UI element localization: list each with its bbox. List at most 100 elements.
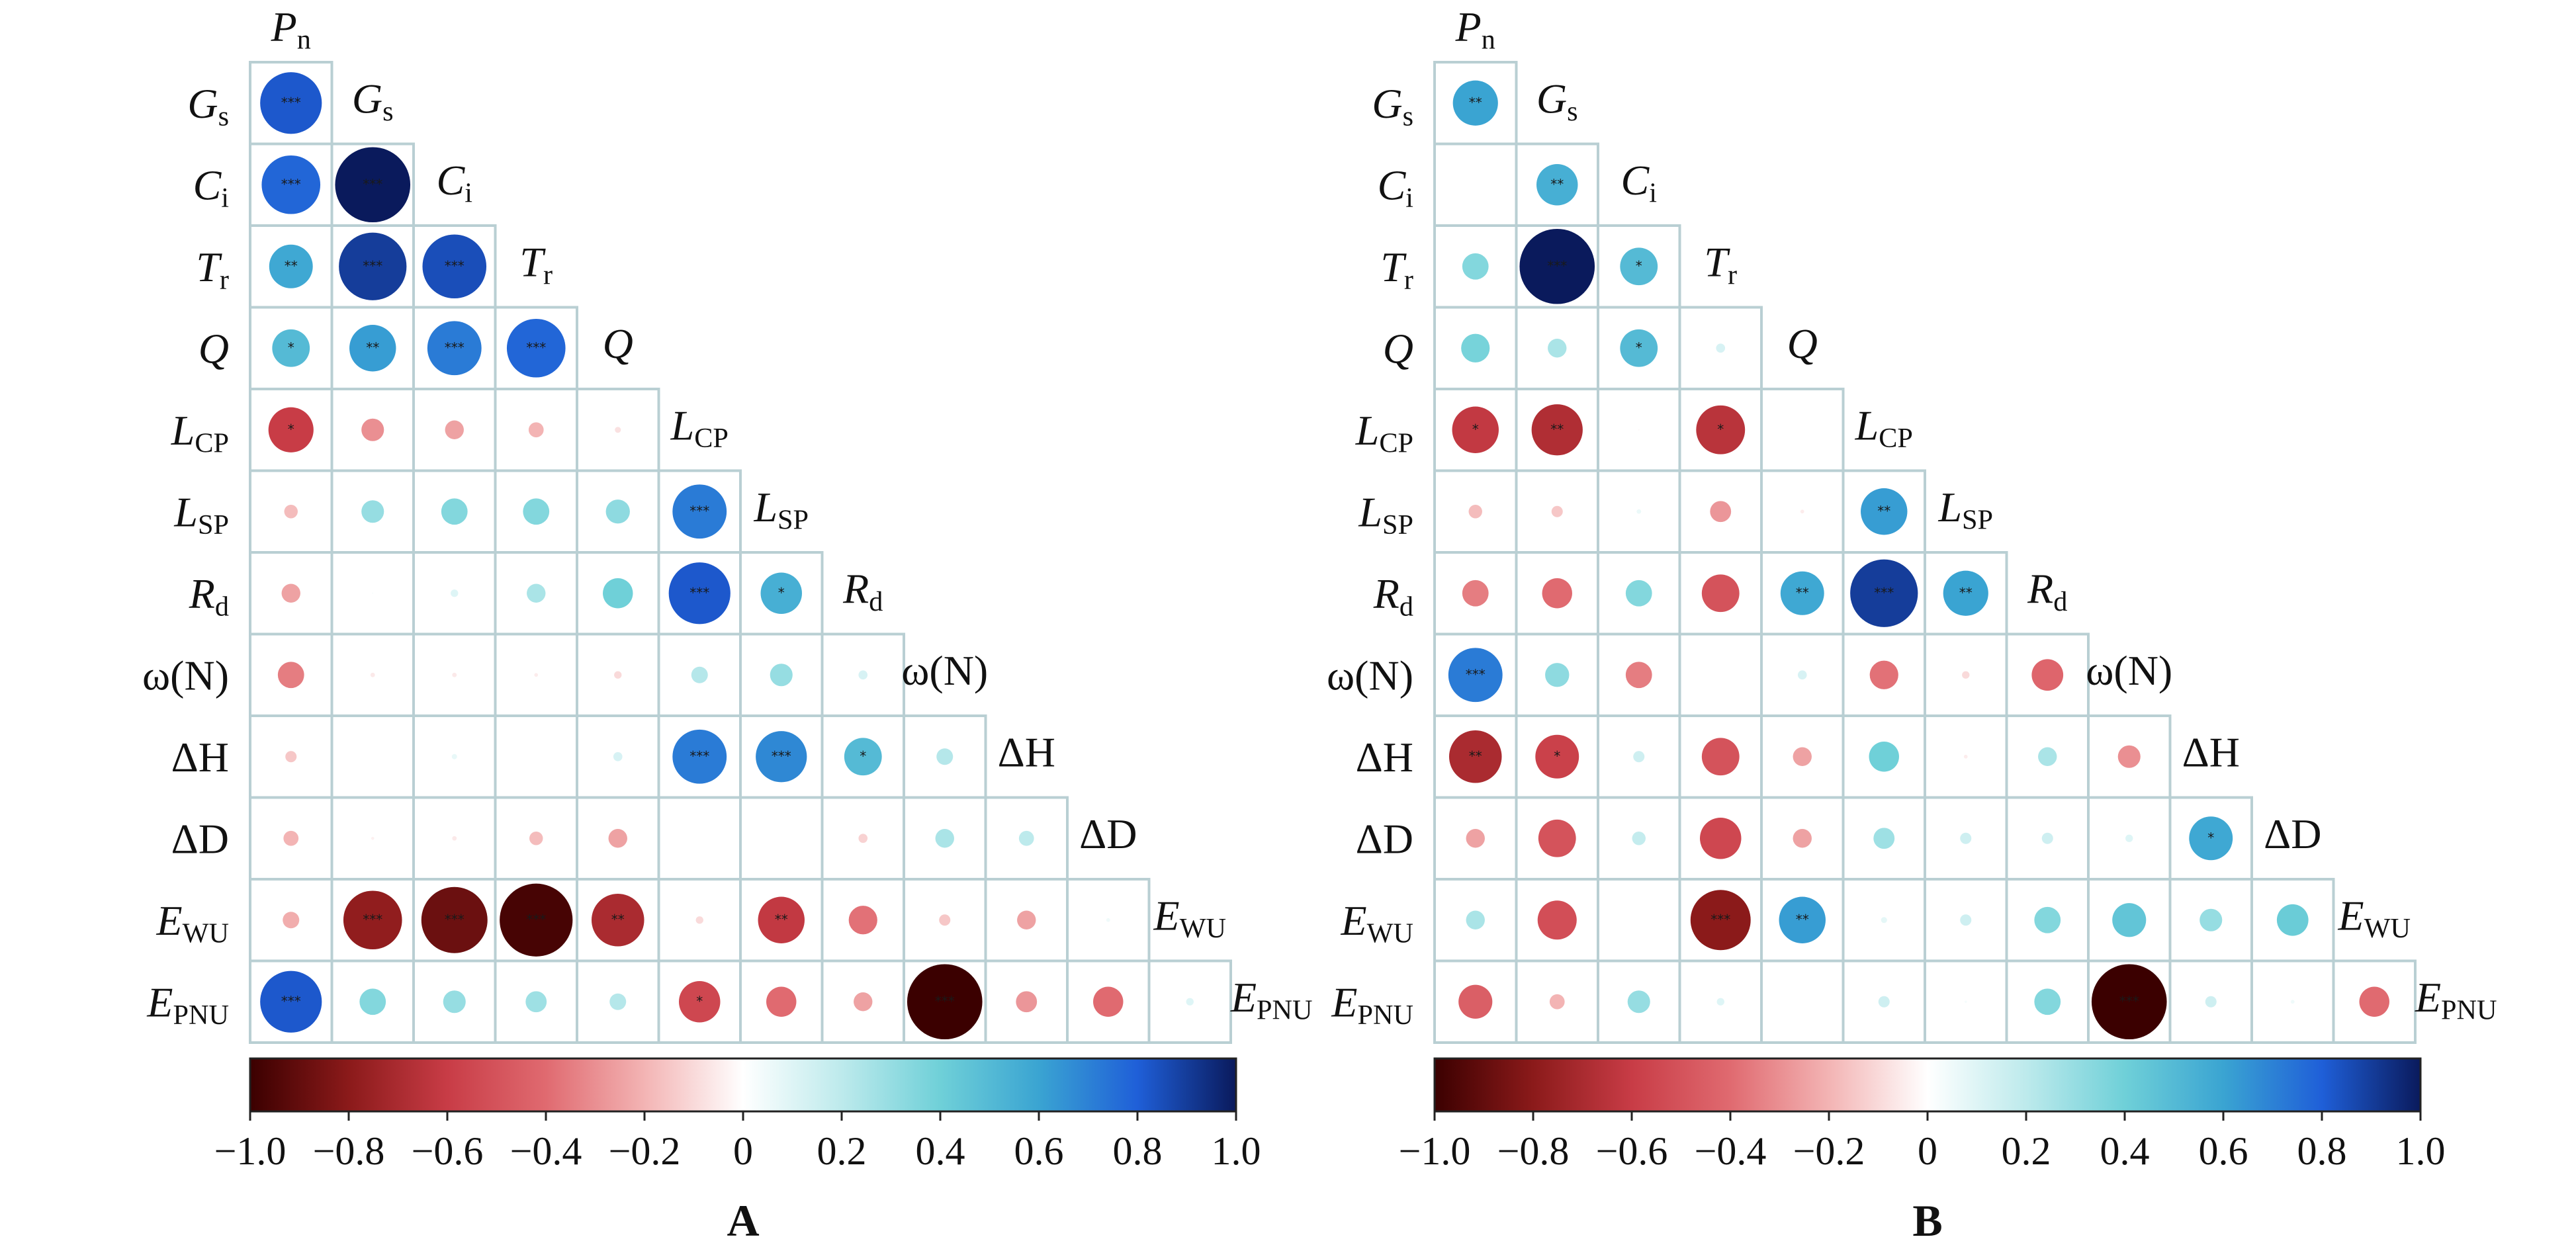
corr-circle: [672, 729, 727, 784]
colorbar-tick-label: −0.6: [412, 1129, 484, 1173]
corr-circle: [2276, 904, 2309, 936]
significance-mark: ***: [526, 339, 546, 355]
row-label-9: ΔH: [1356, 734, 1413, 781]
row-label-2: Ci: [193, 161, 229, 214]
corr-circle: [858, 834, 868, 843]
colorbar-tick-label: 0.2: [817, 1129, 867, 1173]
corr-circle: [770, 664, 793, 687]
corr-circle: [668, 562, 731, 624]
corr-circle: [2031, 659, 2064, 691]
corr-circle: [1549, 994, 1565, 1010]
corr-circle: [854, 992, 873, 1012]
row-label-7: Rd: [189, 570, 229, 623]
corr-circle: [284, 505, 298, 519]
corr-circle: [1965, 1000, 1967, 1003]
col-label-4: Q: [1787, 320, 1818, 367]
row-label-3: Tr: [196, 243, 229, 296]
grid-cell: [1678, 632, 1763, 717]
col-label-2: Ci: [1621, 157, 1657, 209]
corr-circle: [1780, 571, 1824, 615]
col-label-7: Rd: [842, 566, 883, 618]
panel-letter: B: [1912, 1195, 1942, 1246]
col-label-7: Rd: [2027, 566, 2067, 618]
colorbar: −1.0 −0.8 −0.6 −0.4 −0.2 0 0.2 0.4 0.6 0.8 1.0: [214, 1057, 1261, 1173]
corr-circle: [452, 672, 457, 677]
corr-circle: [283, 830, 299, 846]
significance-mark: **: [775, 912, 788, 927]
corr-circle: [277, 662, 304, 689]
row-label-11: EWU: [156, 897, 229, 949]
corr-circle: [1700, 818, 1742, 859]
significance-mark: **: [611, 912, 625, 927]
corr-circle: [1538, 819, 1576, 857]
significance-mark: **: [1959, 585, 1973, 601]
significance-mark: ***: [1466, 666, 1486, 682]
colorbar-tick-label: 0.6: [2199, 1129, 2248, 1173]
corr-circle: [1625, 580, 1652, 607]
corr-circle: [1873, 828, 1895, 849]
corr-circle: [1797, 670, 1807, 680]
row-label-10: ΔD: [171, 815, 229, 862]
corr-circle: [907, 964, 983, 1040]
significance-mark: *: [288, 421, 294, 437]
corr-circle: [1878, 996, 1890, 1008]
corr-circle: [1452, 406, 1499, 453]
colorbar-tick-label: 1.0: [2396, 1129, 2446, 1173]
significance-mark: *: [1472, 421, 1479, 437]
colorbar-tick-label: 0.2: [2002, 1129, 2051, 1173]
corr-circle: [1537, 900, 1577, 940]
corr-circle: [695, 916, 703, 924]
corr-circle: [2117, 745, 2141, 768]
row-label-7: Rd: [1373, 570, 1413, 623]
col-label-3: Tr: [519, 239, 553, 291]
corr-circle: [2290, 1000, 2295, 1004]
col-label-0: Pn: [1455, 3, 1495, 56]
significance-mark: ***: [689, 585, 709, 601]
corr-circle: [591, 893, 644, 947]
colorbar-tick-label: 0.8: [2297, 1129, 2347, 1173]
corr-circle: [2112, 903, 2147, 937]
colorbar-tick-label: 0.8: [1113, 1129, 1163, 1173]
col-label-5: LCP: [670, 402, 729, 454]
colorbar-tick-label: 0.4: [2100, 1129, 2150, 1173]
corr-circle: [844, 738, 882, 776]
corr-circle: [760, 572, 802, 614]
corr-circle: [2038, 747, 2057, 766]
corr-circle: [1466, 829, 1485, 848]
significance-mark: *: [1636, 258, 1642, 274]
significance-mark: ***: [2119, 993, 2139, 1009]
corr-circle: [441, 498, 468, 525]
corr-circle: [372, 592, 374, 594]
corr-circle: [285, 751, 297, 763]
corr-circle: [452, 836, 457, 841]
significance-mark: ***: [445, 912, 465, 927]
colorbar-tick-label: −1.0: [1399, 1129, 1471, 1173]
corr-circle: [1448, 730, 1502, 783]
col-label-2: Ci: [437, 157, 472, 209]
corr-circle: [427, 321, 482, 376]
corr-circle: [1016, 991, 1038, 1013]
corr-circle: [1551, 505, 1563, 517]
colorbar-tick-label: 0: [1918, 1129, 1937, 1173]
col-label-9: ΔH: [998, 729, 1055, 776]
corr-circle: [1106, 918, 1110, 922]
colorbar-tick-label: −0.8: [313, 1129, 385, 1173]
corr-circle: [283, 912, 300, 929]
corr-circle: [1466, 910, 1485, 929]
significance-mark: **: [1550, 421, 1564, 437]
significance-mark: **: [285, 258, 298, 274]
significance-mark: ***: [363, 912, 382, 927]
grid-cell: [1760, 959, 1845, 1044]
significance-mark: ***: [689, 748, 709, 764]
grid-cell: [2332, 959, 2417, 1044]
colorbar-tick-label: −0.2: [609, 1129, 681, 1173]
significance-mark: *: [1717, 421, 1724, 437]
colorbar-tick-label: 1.0: [1212, 1129, 1261, 1173]
corr-circle: [1448, 648, 1503, 703]
significance-mark: **: [1796, 585, 1809, 601]
row-label-1: Gs: [187, 80, 229, 132]
corr-circle: [361, 418, 384, 441]
col-label-6: LSP: [1937, 484, 1993, 536]
